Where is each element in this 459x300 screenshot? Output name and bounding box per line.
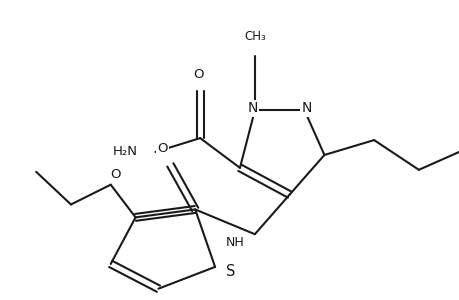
Text: O: O xyxy=(110,168,121,181)
Text: S: S xyxy=(226,264,235,279)
Text: O: O xyxy=(157,142,167,155)
Text: NH: NH xyxy=(226,236,244,249)
Text: N: N xyxy=(247,101,257,116)
Text: H₂N: H₂N xyxy=(113,146,138,158)
Text: N: N xyxy=(301,101,311,116)
Text: CH₃: CH₃ xyxy=(243,30,265,43)
Text: O: O xyxy=(192,68,203,81)
